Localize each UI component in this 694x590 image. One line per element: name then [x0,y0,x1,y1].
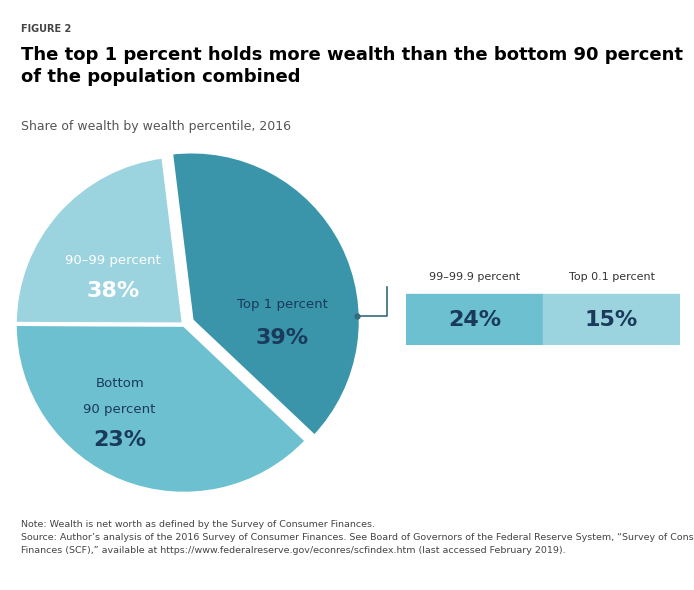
Text: 38%: 38% [86,281,139,301]
Text: 24%: 24% [448,310,501,330]
Text: CAP: CAP [636,546,677,564]
Text: Top 1 percent: Top 1 percent [237,298,328,311]
Text: 90–99 percent: 90–99 percent [65,254,161,267]
Text: Bottom: Bottom [95,377,144,390]
Text: The top 1 percent holds more wealth than the bottom 90 percent
of the population: The top 1 percent holds more wealth than… [21,46,683,86]
Text: 90 percent: 90 percent [83,402,156,415]
Text: 99–99.9 percent: 99–99.9 percent [429,273,520,283]
Text: Top 0.1 percent: Top 0.1 percent [568,273,654,283]
Text: Note: Wealth is net worth as defined by the Survey of Consumer Finances.
Source:: Note: Wealth is net worth as defined by … [21,520,694,555]
Text: 23%: 23% [93,430,146,450]
Wedge shape [15,324,307,494]
Wedge shape [15,156,184,324]
Text: FIGURE 2: FIGURE 2 [21,24,71,34]
Text: 39%: 39% [255,328,309,348]
Bar [543,294,680,345]
Text: Share of wealth by wealth percentile, 2016: Share of wealth by wealth percentile, 20… [21,120,291,133]
Wedge shape [171,152,361,437]
Bar [406,294,543,345]
Text: 15%: 15% [585,310,638,330]
